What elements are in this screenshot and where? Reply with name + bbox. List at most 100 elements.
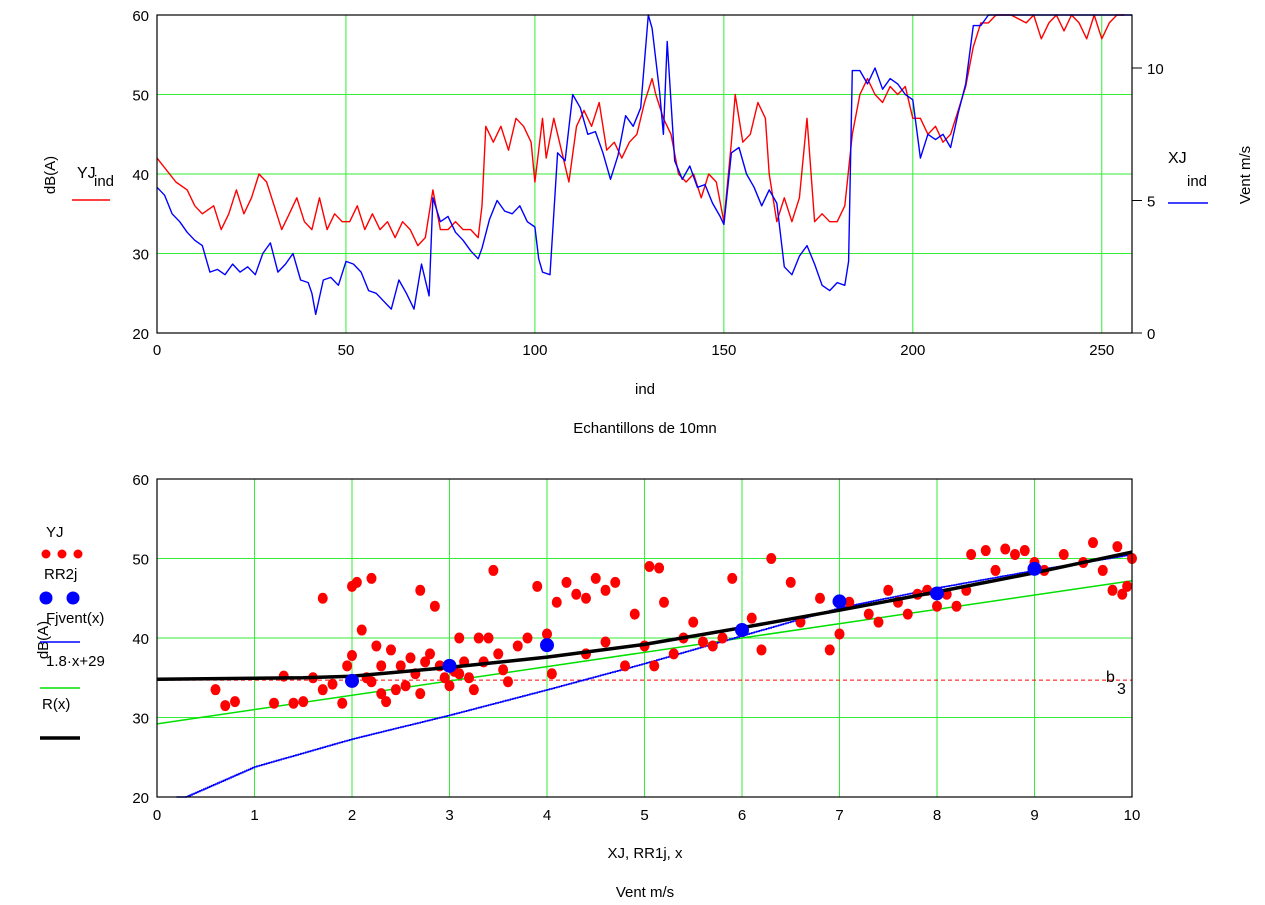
bottom-gridlines [156, 478, 1133, 798]
yj-point-34 [429, 600, 440, 612]
yj-point-65 [620, 660, 630, 672]
bottom-y-tick-20: 20 [132, 790, 149, 807]
top-y-left-tick-30: 30 [132, 247, 149, 264]
yj-point-81 [756, 644, 767, 656]
legend-yj-label: YJ [46, 524, 64, 541]
yj-point-83 [785, 576, 796, 588]
yj-point-49 [498, 664, 509, 676]
linear-fit-line [156, 580, 1133, 725]
yj-point-37 [444, 680, 455, 692]
bottom-legend: YJ RR2j Fjvent(x) 1.8·x+29 R(x) [39, 524, 105, 740]
yj-point-5 [288, 697, 299, 709]
yj-point-111 [1097, 564, 1108, 576]
bottom-x-tick-0: 0 [153, 807, 161, 824]
yj-point-63 [600, 636, 611, 648]
yj-point-39 [454, 632, 465, 644]
yj-point-82 [766, 553, 777, 564]
top-y-right-tick-10: 10 [1147, 61, 1164, 78]
legend-rr2j-label: RR2j [44, 566, 77, 583]
top-y-left-tick-labels: 20 30 40 50 60 [132, 8, 149, 343]
legend-rx-label: R(x) [42, 696, 70, 713]
yj-point-90 [873, 616, 884, 628]
top-series-xj-line [156, 14, 1132, 316]
yj-point-40 [454, 668, 465, 680]
yj-point-53 [532, 580, 543, 592]
yj-point-22 [376, 660, 387, 672]
yj-point-9 [317, 592, 328, 604]
top-legend-left-name: YJ [77, 165, 96, 182]
yj-point-71 [659, 596, 669, 608]
bottom-b3-annotation: b 3 [1106, 669, 1126, 698]
yj-point-88 [844, 596, 855, 608]
yj-point-11 [337, 697, 348, 709]
top-series-yj-line [156, 14, 1125, 247]
legend-fjvent-label: Fjvent(x) [46, 610, 104, 627]
yj-point-112 [1107, 584, 1118, 596]
bottom-y-tick-labels: 20 30 40 50 60 [132, 472, 149, 807]
legend-linear-label: 1.8·x+29 [46, 653, 105, 670]
yj-point-56 [551, 596, 562, 608]
bottom-x-tick-7: 7 [835, 807, 843, 824]
yj-point-103 [1000, 543, 1011, 555]
yj-point-36 [439, 672, 450, 684]
yj-point-6 [298, 696, 309, 708]
bottom-x-axis-label: XJ, RR1j, x [607, 845, 683, 862]
bottom-x-tick-1: 1 [250, 807, 258, 824]
top-legend-right: XJ ind [1168, 150, 1208, 204]
top-y-right-tick-labels: 0 5 10 [1132, 61, 1164, 343]
yj-point-113 [1112, 541, 1123, 553]
yj-point-110 [1088, 537, 1098, 549]
yj-point-80 [746, 612, 757, 624]
rr2j-point-3 [735, 623, 749, 638]
top-y-left-tick-50: 50 [132, 88, 149, 105]
yj-point-66 [629, 608, 640, 620]
yj-point-33 [425, 648, 435, 660]
top-legend-right-subscript: ind [1187, 173, 1207, 190]
yj-point-2 [230, 696, 240, 708]
yj-point-55 [546, 668, 557, 680]
yj-point-58 [571, 588, 582, 600]
bottom-x-tick-6: 6 [738, 807, 746, 824]
yj-point-24 [386, 644, 396, 656]
b3-subscript: 3 [1117, 681, 1126, 698]
top-x-tick-150: 150 [711, 342, 736, 359]
yj-point-102 [990, 564, 1001, 576]
rr2j-point-5 [930, 586, 944, 601]
yj-point-42 [464, 672, 474, 684]
rr2j-point-4 [832, 594, 847, 609]
yj-point-74 [688, 616, 699, 628]
yj-point-70 [654, 562, 665, 574]
yj-point-23 [381, 696, 392, 708]
yj-point-98 [951, 600, 962, 612]
yj-point-47 [488, 564, 499, 576]
bottom-y-axis-label: dB(A) [35, 621, 52, 659]
yj-point-115 [1122, 580, 1133, 592]
yj-point-87 [834, 628, 845, 640]
top-y-left-tick-20: 20 [132, 326, 149, 343]
yj-point-31 [415, 584, 426, 596]
top-y-left-tick-40: 40 [132, 167, 149, 184]
yj-point-28 [405, 652, 416, 664]
bottom-y-tick-40: 40 [132, 631, 149, 648]
bottom-x-tick-3: 3 [445, 807, 453, 824]
top-x-tick-50: 50 [338, 342, 355, 359]
legend-yj-swatch [41, 549, 83, 559]
yj-point-4 [278, 670, 289, 682]
top-y-right-tick-5: 5 [1147, 194, 1155, 211]
rr2j-point-0 [345, 673, 359, 688]
yj-point-72 [668, 648, 679, 660]
bottom-x-tick-4: 4 [543, 807, 551, 824]
yj-point-101 [980, 545, 991, 557]
yj-point-105 [1019, 545, 1030, 557]
top-x-tick-100: 100 [522, 342, 547, 359]
yj-point-54 [542, 628, 552, 640]
top-chart: 0 50 100 150 200 250 20 30 40 50 60 0 5 10 ind Echa… [42, 8, 1254, 437]
top-legend-left: YJ ind [72, 165, 114, 201]
yj-point-1 [220, 700, 231, 712]
yj-point-21 [376, 688, 387, 700]
rr2j-point-1 [442, 658, 457, 673]
yj-point-68 [644, 560, 655, 572]
yj-point-26 [395, 660, 406, 672]
yj-point-59 [581, 592, 591, 604]
yj-point-78 [727, 572, 738, 584]
